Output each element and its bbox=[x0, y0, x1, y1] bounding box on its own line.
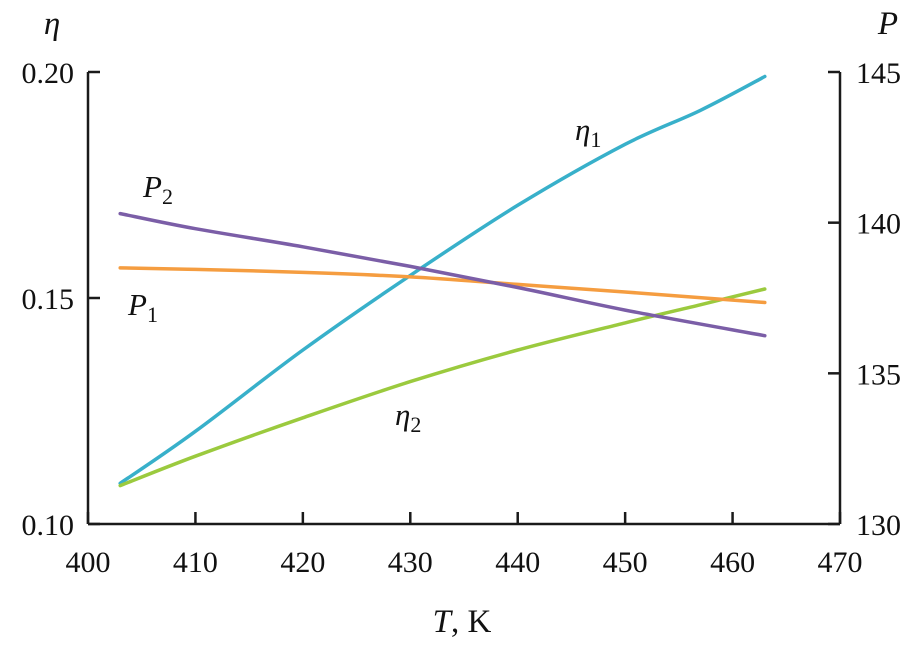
y-right-tick-label: 140 bbox=[856, 208, 901, 241]
series-label-P2: P2 bbox=[142, 169, 173, 209]
x-axis-title-main: T bbox=[433, 604, 454, 640]
y-right-tick-label: 130 bbox=[856, 509, 901, 542]
right-axis-title: P bbox=[877, 6, 898, 42]
x-tick-label: 400 bbox=[66, 546, 111, 579]
x-tick-label: 420 bbox=[280, 546, 325, 579]
x-tick-label: 440 bbox=[495, 546, 540, 579]
series-P2 bbox=[118, 211, 767, 338]
left-axis-title: η bbox=[44, 6, 60, 42]
series-label-η2: η2 bbox=[395, 397, 421, 437]
y-left-tick-label: 0.20 bbox=[22, 57, 75, 90]
y-right-tick-label: 145 bbox=[856, 57, 901, 90]
x-axis-title-unit: , K bbox=[451, 604, 492, 640]
series-label-P1: P1 bbox=[127, 287, 158, 327]
series-eta1 bbox=[118, 74, 767, 486]
x-tick-label: 450 bbox=[603, 546, 648, 579]
x-tick-label: 470 bbox=[818, 546, 863, 579]
x-axis-title: T, K bbox=[433, 604, 492, 640]
x-tick-label: 430 bbox=[388, 546, 433, 579]
x-tick-label: 410 bbox=[173, 546, 218, 579]
y-right-tick-label: 135 bbox=[856, 358, 901, 391]
y-left-tick-label: 0.15 bbox=[22, 283, 75, 316]
y-left-tick-label: 0.10 bbox=[22, 509, 75, 542]
x-tick-label: 460 bbox=[710, 546, 755, 579]
series-P1 bbox=[118, 266, 767, 305]
series-label-η1: η1 bbox=[575, 112, 601, 152]
series-eta2 bbox=[118, 287, 767, 488]
